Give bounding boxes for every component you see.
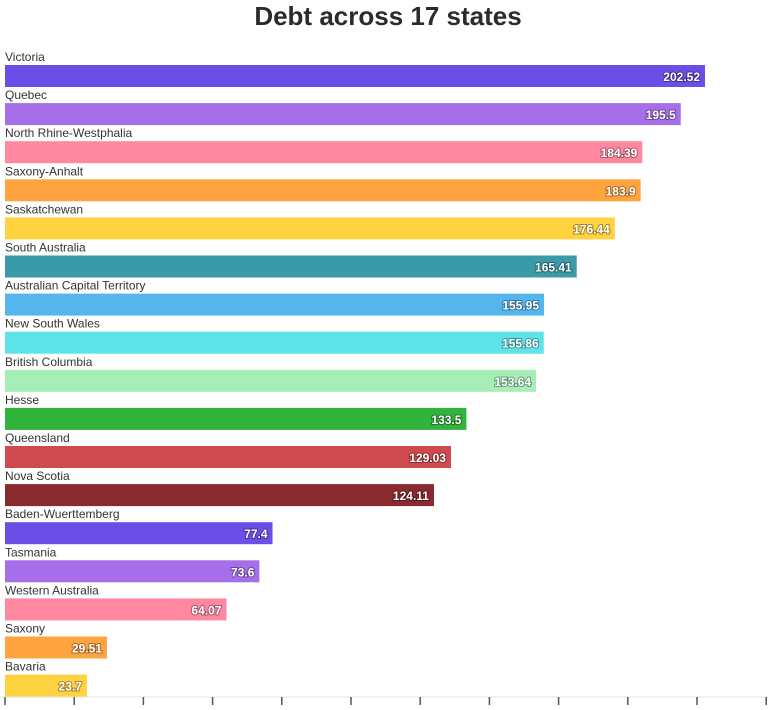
category-label: Australian Capital Territory: [5, 279, 146, 293]
value-label: 23.7: [59, 680, 83, 694]
value-label: 165.41: [535, 261, 572, 275]
bar: [5, 255, 577, 278]
bar: [5, 65, 705, 87]
bar: [5, 407, 467, 430]
bars-group: Victoria 202.52 Quebec 195.5 North Rhine-Wes…: [5, 50, 705, 697]
value-label: 77.4: [244, 527, 268, 541]
category-label: Tasmania: [5, 545, 57, 559]
value-label: 29.51: [72, 642, 102, 656]
value-label: 184.39: [601, 146, 638, 160]
category-label: North Rhine-Westphalia: [5, 126, 132, 140]
bar: [5, 103, 681, 126]
bar: [5, 446, 451, 468]
bar: [5, 293, 545, 316]
category-label: Saxony: [5, 622, 45, 636]
category-label: Bavaria: [5, 660, 46, 674]
bar: [5, 179, 641, 202]
value-label: 64.07: [191, 603, 221, 617]
category-label: Baden-Wuerttemberg: [5, 507, 120, 521]
bar: [5, 484, 434, 507]
category-label: Saskatchewan: [5, 202, 83, 216]
value-label: 133.5: [431, 413, 461, 427]
bar: [5, 369, 537, 392]
value-label: 202.52: [663, 70, 700, 84]
x-axis: [0, 696, 768, 705]
value-label: 73.6: [231, 565, 255, 579]
category-label: Hesse: [5, 393, 39, 407]
bar: [5, 674, 87, 697]
value-label: 155.95: [502, 299, 539, 313]
category-label: Nova Scotia: [5, 469, 70, 483]
bar: [5, 522, 273, 545]
bar: [5, 560, 260, 583]
value-label: 183.9: [606, 184, 636, 198]
value-label: 195.5: [646, 108, 676, 122]
value-label: 124.11: [393, 489, 429, 503]
category-label: Quebec: [5, 88, 47, 102]
value-label: 129.03: [409, 451, 446, 465]
category-label: New South Wales: [5, 317, 100, 331]
value-label: 153.64: [494, 375, 531, 389]
bar: [5, 636, 107, 659]
value-label: 176.44: [573, 222, 610, 236]
category-label: Saxony-Anhalt: [5, 164, 84, 178]
category-label: South Australia: [5, 241, 86, 255]
bar: [5, 598, 227, 621]
category-label: Victoria: [5, 50, 45, 64]
bar: [5, 217, 615, 240]
category-label: Western Australia: [5, 583, 99, 597]
bar: [5, 141, 643, 164]
value-label: 155.86: [502, 337, 539, 351]
chart-title: Debt across 17 states: [254, 1, 521, 31]
bar: [5, 331, 544, 354]
category-label: Queensland: [5, 431, 70, 445]
category-label: British Columbia: [5, 355, 93, 369]
